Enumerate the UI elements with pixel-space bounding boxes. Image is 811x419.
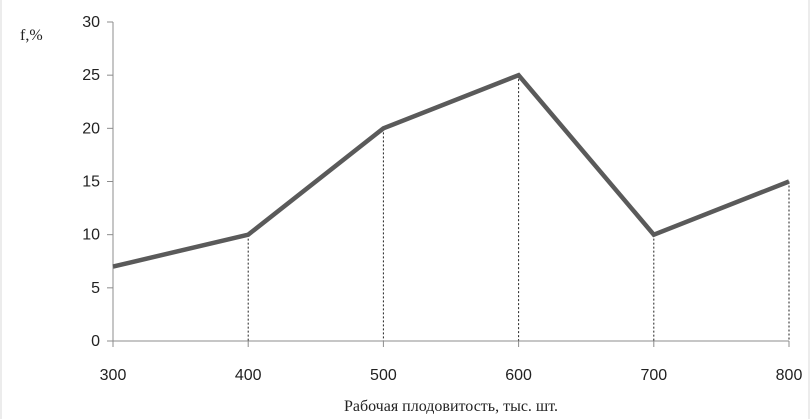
x-tick-label: 800 [776,367,803,384]
y-tick-label: 10 [82,227,100,244]
y-tick-label: 0 [91,333,100,350]
y-tick-label: 20 [82,120,100,137]
x-axis-ticks: 300 400 500 600 700 800 [100,341,803,384]
y-tick-label: 15 [82,174,100,191]
series-line [112,72,790,269]
x-tick-label: 400 [235,367,262,384]
x-tick-label: 700 [640,367,667,384]
x-tick-label: 300 [100,367,127,384]
x-axis-title: Рабочая плодовитость, тыс. шт. [344,398,558,415]
y-tick-label: 25 [82,67,100,84]
x-tick-label: 500 [370,367,397,384]
y-axis-ticks: 0 5 10 15 20 25 30 [82,14,113,350]
x-tick-label: 600 [505,367,532,384]
drop-lines [112,75,790,341]
y-tick-label: 30 [82,14,100,31]
y-axis-title: f,% [20,27,43,44]
y-tick-label: 5 [91,280,100,297]
